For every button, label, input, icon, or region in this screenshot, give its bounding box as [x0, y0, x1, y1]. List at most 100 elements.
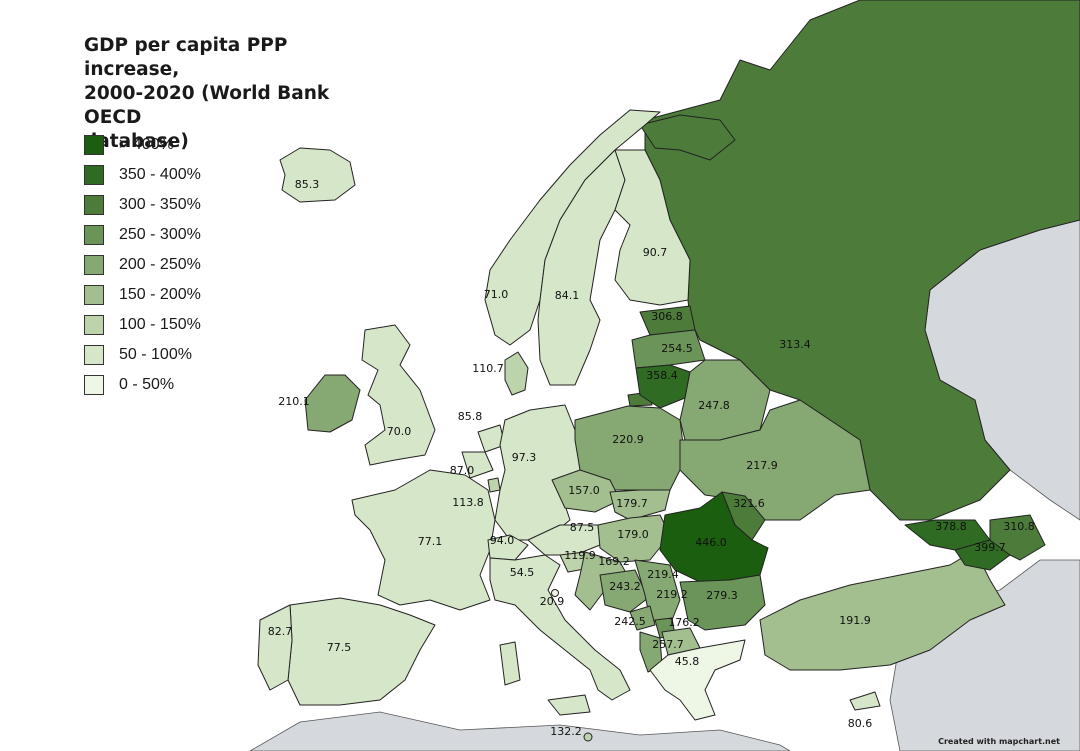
- sweden-region: [537, 149, 626, 386]
- denmark-region: [504, 351, 529, 396]
- region-value-label: 254.5: [661, 342, 693, 355]
- region-value-label: 399.7: [974, 541, 1006, 554]
- region-value-label: 77.1: [418, 535, 443, 548]
- norway-region: [484, 109, 661, 346]
- region-value-label: 219.2: [656, 588, 688, 601]
- sicily-region: [547, 694, 591, 716]
- azerbaijan-region: [989, 514, 1046, 561]
- region-value-label: 54.5: [510, 566, 535, 579]
- title-line: 2000-2020 (World Bank OECD: [84, 83, 330, 128]
- uk-region: [361, 324, 436, 466]
- ireland-region: [304, 374, 361, 433]
- region-value-label: 85.3: [295, 178, 320, 191]
- malta-region: [583, 732, 593, 742]
- legend-item: 150 - 200%: [84, 280, 201, 310]
- san-marino-region: [551, 589, 559, 597]
- slovakia-region: [609, 489, 671, 521]
- armenia-region: [954, 539, 1011, 571]
- region-value-label: 80.6: [848, 717, 873, 730]
- legend-swatch: [84, 345, 104, 365]
- luxembourg-region: [487, 477, 501, 493]
- region-value-label: 257.7: [652, 638, 684, 651]
- legend-swatch: [84, 375, 104, 395]
- region-value-label: 82.7: [268, 625, 293, 638]
- legend-item: 0 - 50%: [84, 370, 201, 400]
- switzerland-region: [487, 534, 529, 561]
- title-line: database): [84, 131, 189, 152]
- region-value-label: 87.5: [570, 521, 595, 534]
- belgium-region: [461, 451, 494, 479]
- region-value-label: 132.2: [550, 725, 582, 738]
- region-value-label: 242.5: [614, 615, 646, 628]
- belarus-region: [679, 359, 771, 441]
- legend-label: > 400%: [119, 136, 174, 153]
- iceland-region: [279, 147, 356, 203]
- region-value-label: 446.0: [695, 536, 727, 549]
- legend-label: 300 - 350%: [119, 196, 201, 213]
- map-title: GDP per capita PPP increase, 2000-2020 (…: [84, 34, 384, 154]
- region-value-label: 176.2: [668, 616, 700, 629]
- region-value-label: 219.4: [647, 568, 679, 581]
- turkey-region: [759, 549, 1006, 671]
- legend-label: 0 - 50%: [119, 376, 175, 393]
- bosnia-region: [599, 569, 649, 613]
- legend-swatch: [84, 285, 104, 305]
- region-value-label: 94.0: [490, 534, 515, 547]
- legend-swatch: [84, 225, 104, 245]
- region-value-label: 191.9: [839, 614, 871, 627]
- region-value-label: 90.7: [643, 246, 668, 259]
- region-value-label: 247.8: [698, 399, 730, 412]
- region-value-label: 85.8: [458, 410, 483, 423]
- region-value-label: 110.7: [472, 362, 504, 375]
- region-value-label: 70.0: [387, 425, 412, 438]
- map-legend: > 400% 350 - 400% 300 - 350% 250 - 300% 200 …: [84, 130, 201, 400]
- legend-swatch: [84, 135, 104, 155]
- region-value-label: 113.8: [452, 496, 484, 509]
- legend-item: 50 - 100%: [84, 340, 201, 370]
- legend-swatch: [84, 315, 104, 335]
- legend-item: > 400%: [84, 130, 201, 160]
- spain-region: [287, 597, 436, 706]
- region-value-label: 45.8: [675, 655, 700, 668]
- region-value-label: 358.4: [646, 369, 678, 382]
- region-value-label: 77.5: [327, 641, 352, 654]
- title-line: GDP per capita PPP increase,: [84, 35, 288, 80]
- legend-label: 100 - 150%: [119, 316, 201, 333]
- region-value-label: 84.1: [555, 289, 580, 302]
- region-value-label: 306.8: [651, 310, 683, 323]
- region-value-label: 87.0: [450, 464, 475, 477]
- region-value-label: 310.8: [1003, 520, 1035, 533]
- region-value-label: 321.6: [733, 497, 765, 510]
- legend-swatch: [84, 255, 104, 275]
- legend-swatch: [84, 195, 104, 215]
- legend-item: 350 - 400%: [84, 160, 201, 190]
- legend-item: 250 - 300%: [84, 220, 201, 250]
- legend-item: 200 - 250%: [84, 250, 201, 280]
- montenegro-region: [629, 605, 656, 631]
- france-region: [351, 469, 496, 611]
- legend-label: 50 - 100%: [119, 346, 192, 363]
- finland-region: [614, 149, 691, 306]
- germany-region: [494, 404, 581, 541]
- region-value-label: 220.9: [612, 433, 644, 446]
- region-value-label: 378.8: [935, 520, 967, 533]
- credit-text: Created with mapchart.net: [938, 737, 1060, 746]
- region-value-label: 313.4: [779, 338, 811, 351]
- legend-label: 250 - 300%: [119, 226, 201, 243]
- romania-region: [659, 491, 769, 583]
- kola-peninsula-region: [639, 114, 736, 161]
- legend-swatch: [84, 165, 104, 185]
- region-value-label: 20.9: [540, 595, 565, 608]
- sardinia-region: [499, 641, 521, 686]
- north-africa-region: [249, 711, 791, 751]
- region-value-label: 71.0: [484, 288, 509, 301]
- portugal-region: [257, 604, 293, 691]
- legend-label: 200 - 250%: [119, 256, 201, 273]
- region-value-label: 119.9: [564, 549, 596, 562]
- region-value-label: 210.1: [278, 395, 310, 408]
- legend-label: 150 - 200%: [119, 286, 201, 303]
- italy-region: [489, 554, 631, 701]
- greece-region: [649, 639, 746, 721]
- region-value-label: 179.7: [616, 497, 648, 510]
